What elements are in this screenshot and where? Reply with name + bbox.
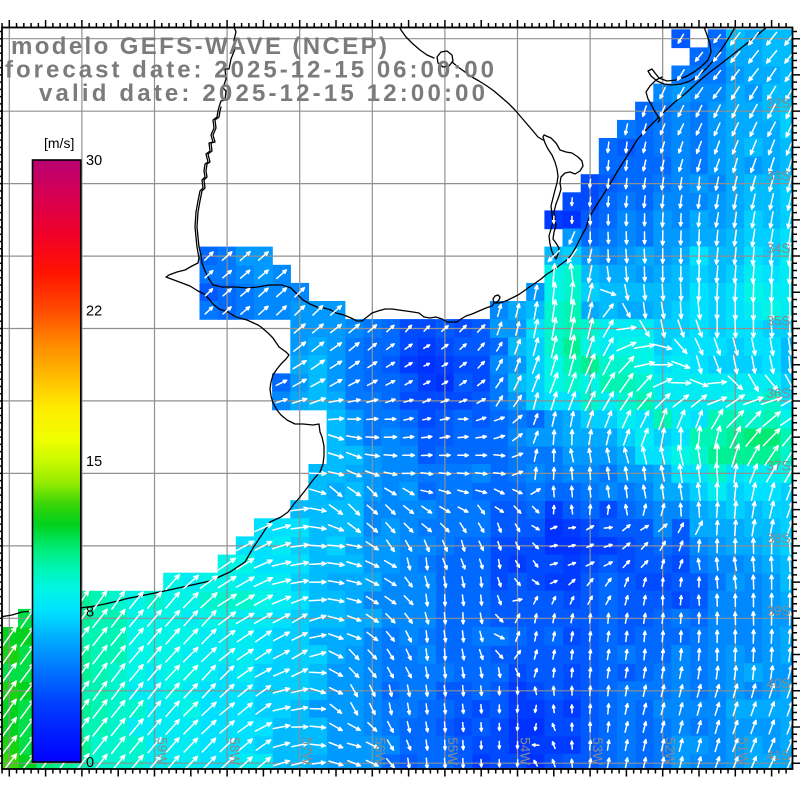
svg-text:59W: 59W [155, 737, 170, 765]
svg-text:34S: 34S [766, 241, 790, 256]
svg-text:41S: 41S [766, 748, 790, 763]
svg-text:22: 22 [86, 304, 102, 320]
svg-text:valid date: 2025-12-15 12:00:0: valid date: 2025-12-15 12:00:00 [39, 80, 485, 107]
svg-text:54W: 54W [518, 737, 533, 765]
svg-text:40S: 40S [766, 676, 790, 691]
svg-text:55W: 55W [445, 737, 460, 765]
svg-text:36S: 36S [766, 386, 790, 401]
svg-text:52W: 52W [663, 737, 678, 765]
svg-text:[m/s]: [m/s] [44, 135, 74, 151]
svg-text:38S: 38S [766, 531, 790, 546]
svg-text:32S: 32S [766, 96, 790, 111]
svg-text:0: 0 [86, 755, 94, 771]
svg-text:8: 8 [86, 605, 94, 621]
svg-text:37S: 37S [766, 458, 790, 473]
svg-text:35S: 35S [766, 314, 790, 329]
svg-text:58W: 58W [227, 737, 242, 765]
svg-text:15: 15 [86, 454, 102, 470]
svg-text:57W: 57W [300, 737, 315, 765]
svg-text:33S: 33S [766, 169, 790, 184]
svg-text:30: 30 [86, 153, 102, 169]
svg-text:56W: 56W [372, 737, 387, 765]
svg-text:51W: 51W [735, 737, 750, 765]
svg-text:39S: 39S [766, 603, 790, 618]
svg-text:53W: 53W [590, 737, 605, 765]
